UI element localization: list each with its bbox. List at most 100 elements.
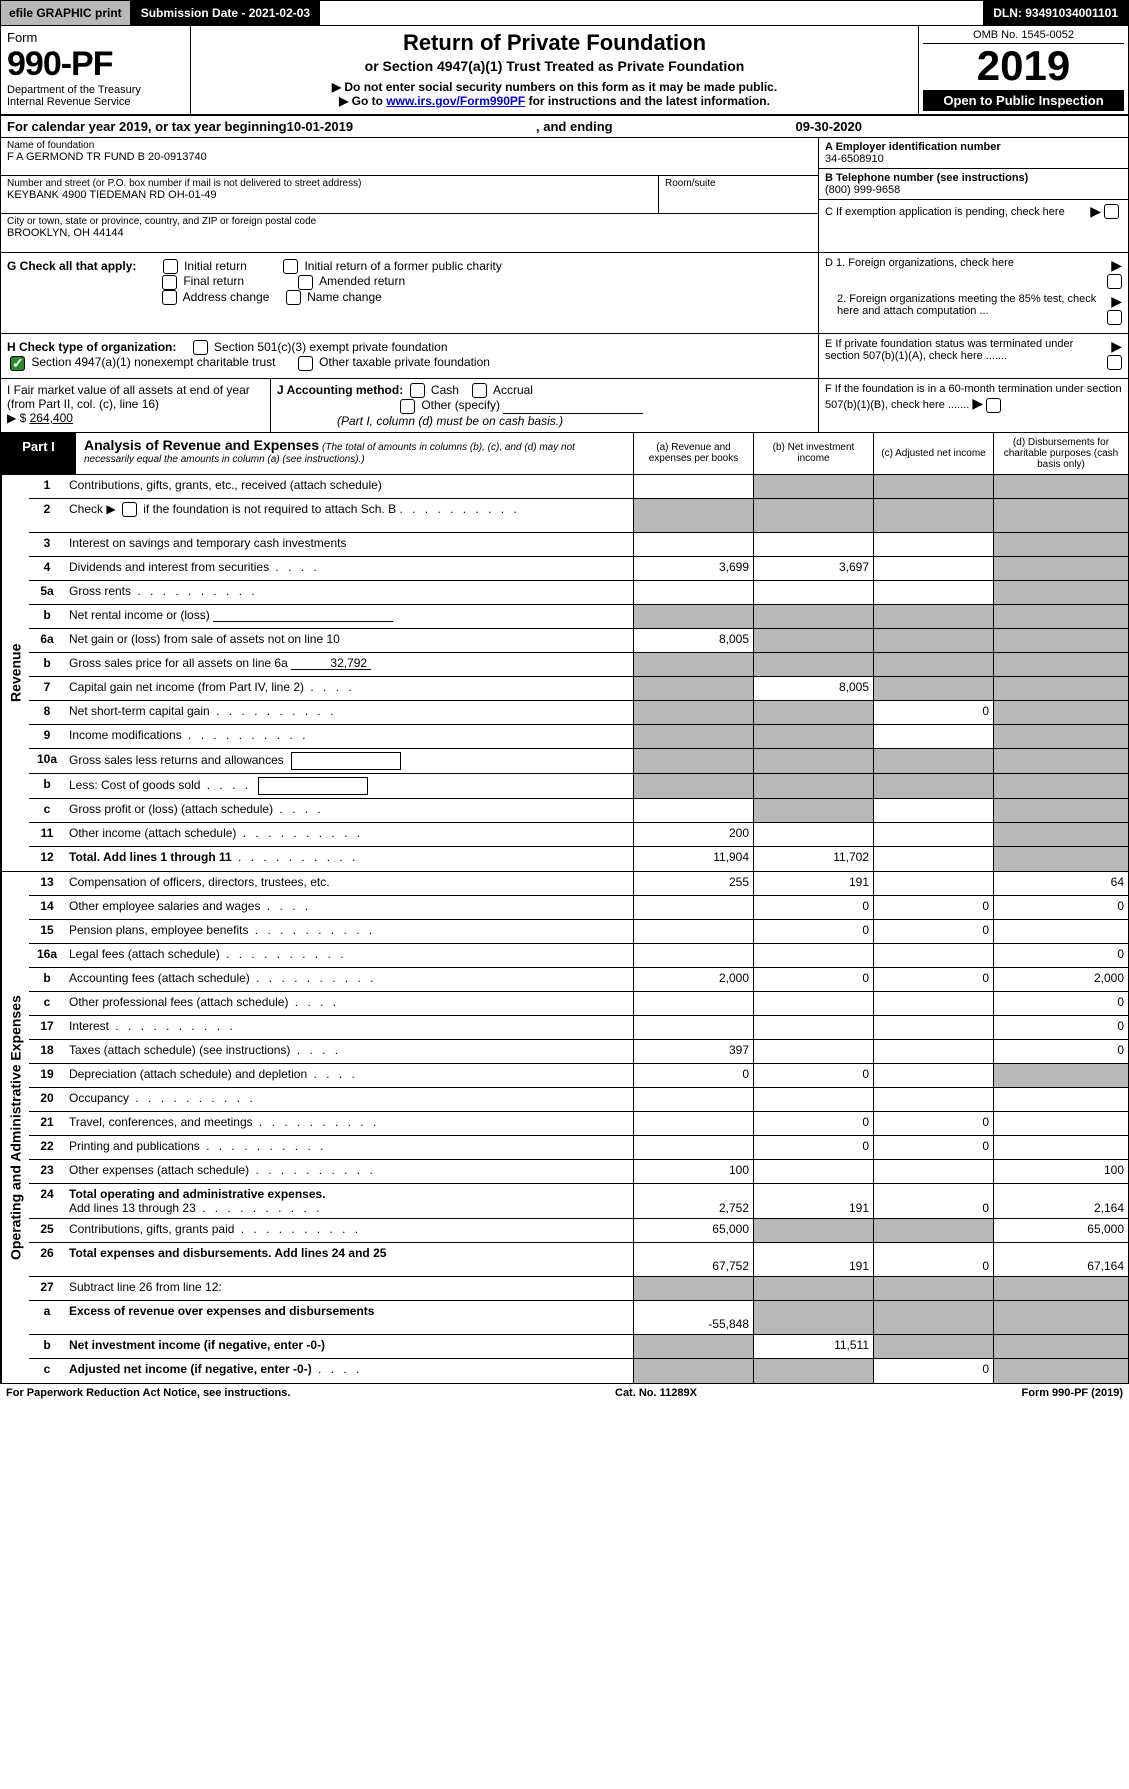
line-num: 22 [29,1136,65,1159]
line-27: 27 Subtract line 26 from line 12: [29,1277,1128,1301]
line-desc: Compensation of officers, directors, tru… [65,872,633,895]
line-desc: Accounting fees (attach schedule) [65,968,633,991]
line-num: 18 [29,1040,65,1063]
cell-a: -55,848 [633,1301,753,1334]
revenue-section: Revenue 1 Contributions, gifts, grants, … [1,475,1128,872]
calendar-year-row: For calendar year 2019, or tax year begi… [0,116,1129,138]
name-change-checkbox[interactable] [286,290,301,305]
cash-checkbox[interactable] [410,383,425,398]
line-4: 4 Dividends and interest from securities… [29,557,1128,581]
r24-text: Total operating and administrative expen… [69,1187,326,1201]
form-number: 990-PF [7,45,184,84]
cell-c: 0 [873,1136,993,1159]
cell-a [633,653,753,676]
e-section: E If private foundation status was termi… [818,334,1128,378]
city-state-zip: BROOKLYN, OH 44144 [7,227,812,239]
name-label: Name of foundation [7,140,812,151]
j-note: (Part I, column (d) must be on cash basi… [337,414,563,428]
line-16a: 16a Legal fees (attach schedule) 0 [29,944,1128,968]
line-16c: c Other professional fees (attach schedu… [29,992,1128,1016]
d2-checkbox[interactable] [1107,310,1122,325]
line-6a: 6a Net gain or (loss) from sale of asset… [29,629,1128,653]
cell-b [753,1088,873,1111]
line-desc: Net investment income (if negative, ente… [65,1335,633,1358]
f-checkbox[interactable] [986,398,1001,413]
cell-a [633,677,753,700]
cell-a: 100 [633,1160,753,1183]
other-taxable-checkbox[interactable] [298,356,313,371]
r5b-line [213,608,393,622]
part1-label: Part I [1,433,76,474]
room-label: Room/suite [665,178,812,189]
line-desc: Other income (attach schedule) [65,823,633,846]
r10a-text: Gross sales less returns and allowances [69,753,284,767]
cell-a: 3,699 [633,557,753,580]
line-desc: Adjusted net income (if negative, enter … [65,1359,633,1383]
cell-c: 0 [873,1359,993,1383]
e-checkbox[interactable] [1107,355,1122,370]
line-num: b [29,968,65,991]
final-return-checkbox[interactable] [162,275,177,290]
line-num: 23 [29,1160,65,1183]
dots [253,1115,380,1129]
cell-d [993,1136,1128,1159]
dots [290,1043,341,1057]
cell-d [993,749,1128,773]
cell-c [873,725,993,748]
line-24: 24 Total operating and administrative ex… [29,1184,1128,1219]
i-label: I Fair market value of all assets at end… [7,383,264,411]
other-specify-line[interactable] [503,400,643,414]
r10c-text: Gross profit or (loss) (attach schedule) [69,802,273,816]
501c3-checkbox[interactable] [193,340,208,355]
efile-label: efile GRAPHIC print [1,1,131,25]
d1-checkbox[interactable] [1107,274,1122,289]
r23-text: Other expenses (attach schedule) [69,1163,249,1177]
cell-a [633,1016,753,1039]
addr-label: Number and street (or P.O. box number if… [7,178,652,189]
r15-text: Pension plans, employee benefits [69,923,248,937]
dots [249,1163,376,1177]
form990pf-link[interactable]: www.irs.gov/Form990PF [386,94,525,108]
line-num: 4 [29,557,65,580]
initial-return-checkbox[interactable] [163,259,178,274]
exemption-row: C If exemption application is pending, c… [819,200,1128,223]
line-desc: Net rental income or (loss) [65,605,633,628]
line-23: 23 Other expenses (attach schedule) 100 … [29,1160,1128,1184]
cell-c [873,653,993,676]
goto-suffix: for instructions and the latest informat… [525,94,770,108]
line-num: 5a [29,581,65,604]
address-change-checkbox[interactable] [162,290,177,305]
expenses-side-label: Operating and Administrative Expenses [1,872,29,1383]
dots [200,778,251,792]
amended-return-checkbox[interactable] [298,275,313,290]
j-label: J Accounting method: [277,383,403,397]
cell-a: 2,752 [633,1184,753,1218]
cell-a [633,1335,753,1358]
accrual-checkbox[interactable] [472,383,487,398]
r10b-box [258,777,368,795]
expenses-rows: 13 Compensation of officers, directors, … [29,872,1128,1383]
line-18: 18 Taxes (attach schedule) (see instruct… [29,1040,1128,1064]
cell-b: 191 [753,1184,873,1218]
cell-a [633,749,753,773]
sch-b-checkbox[interactable] [122,502,137,517]
form-title: Return of Private Foundation [201,30,908,56]
cell-d [993,1064,1128,1087]
line-desc: Gross profit or (loss) (attach schedule) [65,799,633,822]
cell-d [993,1277,1128,1300]
exemption-checkbox[interactable] [1104,204,1119,219]
other-method-checkbox[interactable] [400,399,415,414]
exemption-label: C If exemption application is pending, c… [825,206,1090,218]
line-5b: b Net rental income or (loss) [29,605,1128,629]
cell-d: 67,164 [993,1243,1128,1276]
cell-b [753,1301,873,1334]
4947a1-checkbox[interactable] [10,356,25,371]
cell-b [753,533,873,556]
line-num: 15 [29,920,65,943]
cell-a: 200 [633,823,753,846]
form-version: Form 990-PF (2019) [1022,1387,1123,1399]
r27c-text: Adjusted net income (if negative, enter … [69,1362,312,1376]
line-num: 7 [29,677,65,700]
line-21: 21 Travel, conferences, and meetings 0 0 [29,1112,1128,1136]
initial-former-checkbox[interactable] [283,259,298,274]
